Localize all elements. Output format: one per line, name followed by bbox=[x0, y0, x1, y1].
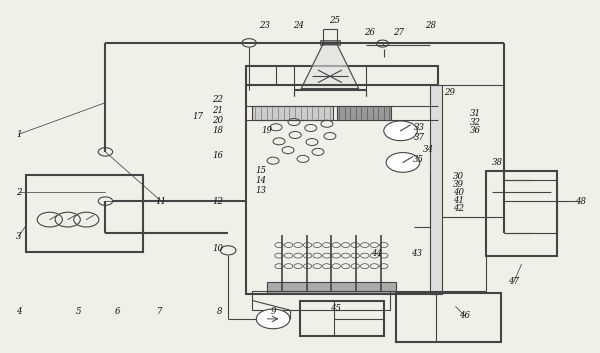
Text: 42: 42 bbox=[453, 204, 464, 213]
Text: 37: 37 bbox=[414, 133, 425, 142]
Bar bbox=[267, 282, 396, 293]
Text: 46: 46 bbox=[459, 311, 470, 320]
Text: 29: 29 bbox=[444, 88, 455, 97]
Bar bbox=[246, 66, 437, 294]
Text: 5: 5 bbox=[76, 307, 81, 316]
Text: 23: 23 bbox=[259, 21, 269, 30]
Text: 11: 11 bbox=[155, 197, 167, 205]
Text: 19: 19 bbox=[262, 126, 272, 135]
Bar bbox=[320, 41, 340, 44]
Text: 39: 39 bbox=[453, 180, 464, 189]
Circle shape bbox=[256, 309, 290, 329]
Text: 35: 35 bbox=[413, 155, 424, 164]
Text: 33: 33 bbox=[414, 123, 425, 132]
Text: 6: 6 bbox=[115, 307, 120, 316]
Bar bbox=[337, 106, 391, 120]
Text: 20: 20 bbox=[212, 116, 223, 125]
Text: 10: 10 bbox=[212, 244, 223, 253]
Text: 44: 44 bbox=[371, 249, 382, 258]
Text: 41: 41 bbox=[453, 196, 464, 205]
Text: 7: 7 bbox=[157, 307, 162, 316]
Text: 45: 45 bbox=[331, 304, 341, 313]
Text: 3: 3 bbox=[16, 232, 22, 241]
Bar bbox=[300, 301, 384, 336]
Text: 21: 21 bbox=[212, 106, 223, 115]
Polygon shape bbox=[301, 44, 359, 89]
Text: 13: 13 bbox=[256, 186, 266, 195]
Text: 16: 16 bbox=[212, 151, 223, 160]
Circle shape bbox=[384, 121, 418, 140]
Bar bbox=[252, 291, 390, 310]
Text: 12: 12 bbox=[212, 197, 223, 205]
Text: 26: 26 bbox=[364, 28, 375, 37]
Text: 31: 31 bbox=[470, 109, 481, 118]
Bar bbox=[26, 175, 143, 252]
Text: 34: 34 bbox=[423, 145, 434, 154]
Text: 1: 1 bbox=[16, 130, 22, 139]
Text: 22: 22 bbox=[212, 95, 223, 104]
Text: 14: 14 bbox=[256, 175, 266, 185]
Text: 43: 43 bbox=[411, 249, 422, 258]
Text: 9: 9 bbox=[271, 307, 276, 316]
Text: 36: 36 bbox=[470, 126, 481, 134]
Text: 27: 27 bbox=[393, 28, 404, 37]
Text: 48: 48 bbox=[575, 197, 586, 205]
Circle shape bbox=[386, 152, 420, 172]
Bar bbox=[430, 85, 442, 294]
Bar bbox=[396, 293, 500, 342]
Text: 4: 4 bbox=[16, 307, 22, 316]
Text: 2: 2 bbox=[16, 188, 22, 197]
Text: 28: 28 bbox=[425, 21, 436, 30]
Text: 38: 38 bbox=[492, 158, 503, 167]
Text: 32: 32 bbox=[470, 118, 481, 126]
Text: 8: 8 bbox=[217, 307, 222, 316]
Text: 17: 17 bbox=[193, 112, 204, 121]
Text: 18: 18 bbox=[212, 126, 223, 135]
Text: 40: 40 bbox=[453, 188, 464, 197]
Bar bbox=[252, 106, 332, 120]
Text: 47: 47 bbox=[508, 277, 519, 287]
Text: 25: 25 bbox=[329, 16, 340, 24]
Text: 24: 24 bbox=[293, 21, 304, 30]
Text: 15: 15 bbox=[256, 166, 266, 175]
Bar bbox=[485, 171, 557, 256]
Text: 30: 30 bbox=[453, 172, 464, 181]
